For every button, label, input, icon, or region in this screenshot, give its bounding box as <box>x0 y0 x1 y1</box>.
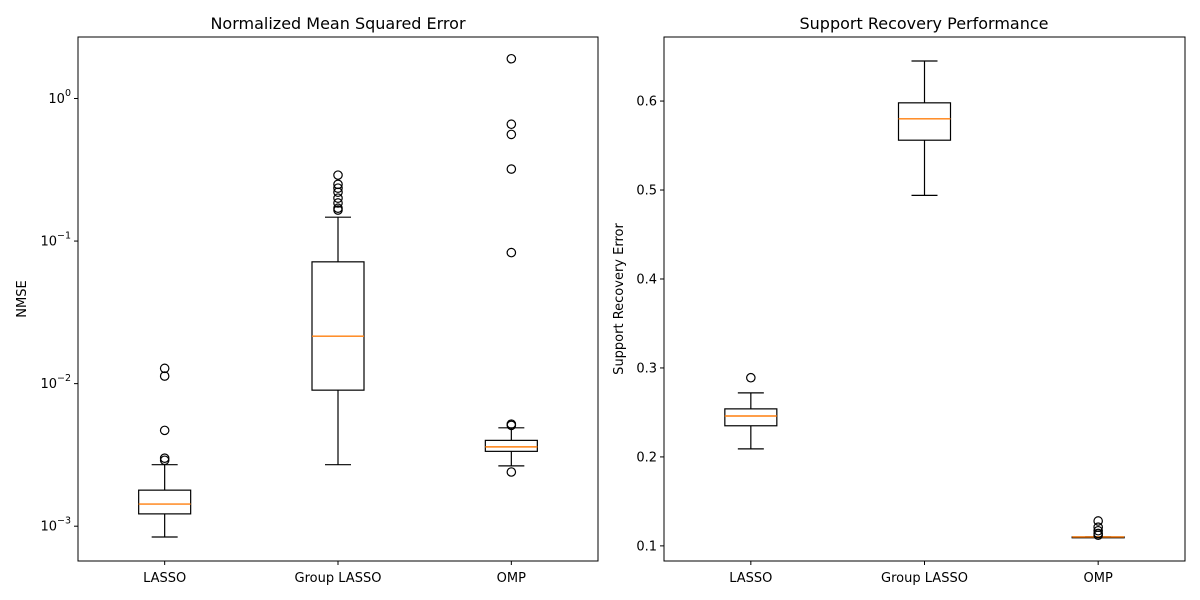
nmse-y-tick-label: 10−1 <box>40 231 71 250</box>
nmse-box-lasso <box>138 363 192 538</box>
support-recovery-x-tick-label-lasso: LASSO <box>729 571 772 586</box>
outlier-point <box>159 425 170 436</box>
outlier-point <box>159 363 170 374</box>
interquartile-box <box>724 408 778 427</box>
support-recovery-x-tick-label-omp: OMP <box>1084 571 1113 586</box>
outlier-point <box>333 205 343 215</box>
y-tick-exponent: −1 <box>57 231 71 242</box>
nmse-chart-title: Normalized Mean Squared Error <box>210 14 465 33</box>
y-tick-exponent: −3 <box>57 516 71 527</box>
outlier-point <box>1093 516 1103 526</box>
support-recovery-y-axis-label: Support Recovery Error <box>612 223 627 375</box>
support-recovery-y-ticks: 0.1 0.2 0.3 0.4 0.5 0.6 <box>636 95 664 554</box>
nmse-y-tick-label: 10−3 <box>40 516 71 535</box>
nmse-box-group-lasso <box>311 170 365 466</box>
support-recovery-box-group-lasso <box>897 60 952 196</box>
interquartile-box <box>897 102 952 141</box>
interquartile-box <box>484 439 538 452</box>
outlier-point <box>506 467 517 477</box>
interquartile-box <box>311 261 365 391</box>
outlier-point <box>333 187 343 198</box>
outlier-point <box>506 247 517 258</box>
y-tick-base: 10 <box>40 520 57 535</box>
y-tick-base: 10 <box>48 92 65 107</box>
nmse-plot-area <box>77 36 599 562</box>
nmse-marks <box>138 53 538 538</box>
outlier-point <box>746 372 756 383</box>
support-recovery-y-tick-label: 0.5 <box>636 184 657 199</box>
interquartile-box <box>138 489 192 515</box>
outlier-point <box>506 164 517 174</box>
support-recovery-box-lasso <box>724 372 778 450</box>
nmse-chart: Normalized Mean Squared Error NMSE 10−31… <box>15 14 599 586</box>
nmse-x-tick-label-omp: OMP <box>497 571 526 586</box>
nmse-y-tick-label: 100 <box>48 88 71 107</box>
outlier-point <box>333 183 343 193</box>
outlier-point <box>506 129 517 140</box>
outlier-point <box>506 119 517 130</box>
nmse-x-ticks: LASSO Group LASSO OMP <box>143 561 526 586</box>
support-recovery-plot-area <box>663 36 1186 562</box>
outlier-point <box>1093 525 1103 536</box>
support-recovery-y-tick-label: 0.6 <box>636 95 657 110</box>
y-tick-exponent: −2 <box>57 373 71 384</box>
outlier-point <box>333 170 343 180</box>
support-recovery-y-tick-label: 0.1 <box>636 539 657 554</box>
outlier-point <box>159 455 170 466</box>
nmse-x-tick-label-lasso: LASSO <box>143 571 186 586</box>
support-recovery-chart-title: Support Recovery Performance <box>800 14 1049 33</box>
nmse-x-tick-label-group-lasso: Group LASSO <box>295 571 382 586</box>
nmse-y-tick-label: 10−2 <box>40 373 71 392</box>
support-recovery-chart: Support Recovery Performance Support Rec… <box>612 14 1186 586</box>
support-recovery-x-ticks: LASSO Group LASSO OMP <box>729 561 1113 586</box>
support-recovery-x-tick-label-group-lasso: Group LASSO <box>881 571 968 586</box>
support-recovery-y-tick-label: 0.2 <box>636 450 657 465</box>
outlier-point <box>333 193 343 203</box>
support-recovery-y-tick-label: 0.4 <box>636 272 657 287</box>
y-tick-base: 10 <box>40 377 57 392</box>
outlier-point <box>506 53 517 64</box>
y-tick-exponent: 0 <box>65 88 71 99</box>
outlier-point <box>506 420 517 431</box>
outlier-point <box>159 371 170 381</box>
nmse-y-axis-label: NMSE <box>15 280 30 317</box>
support-recovery-y-tick-label: 0.3 <box>636 361 657 376</box>
support-recovery-marks <box>724 60 1125 541</box>
nmse-box-omp <box>484 53 538 477</box>
support-recovery-box-omp <box>1071 516 1125 541</box>
outlier-point <box>333 198 343 208</box>
outlier-point <box>1093 530 1103 541</box>
y-tick-base: 10 <box>40 235 57 250</box>
